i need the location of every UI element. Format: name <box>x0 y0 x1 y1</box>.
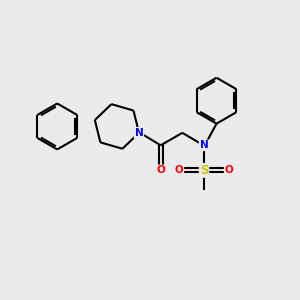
Text: S: S <box>200 164 208 177</box>
Text: O: O <box>175 165 183 176</box>
Text: N: N <box>135 128 143 138</box>
Text: O: O <box>156 165 165 176</box>
Text: O: O <box>225 165 233 176</box>
Text: N: N <box>200 140 208 150</box>
